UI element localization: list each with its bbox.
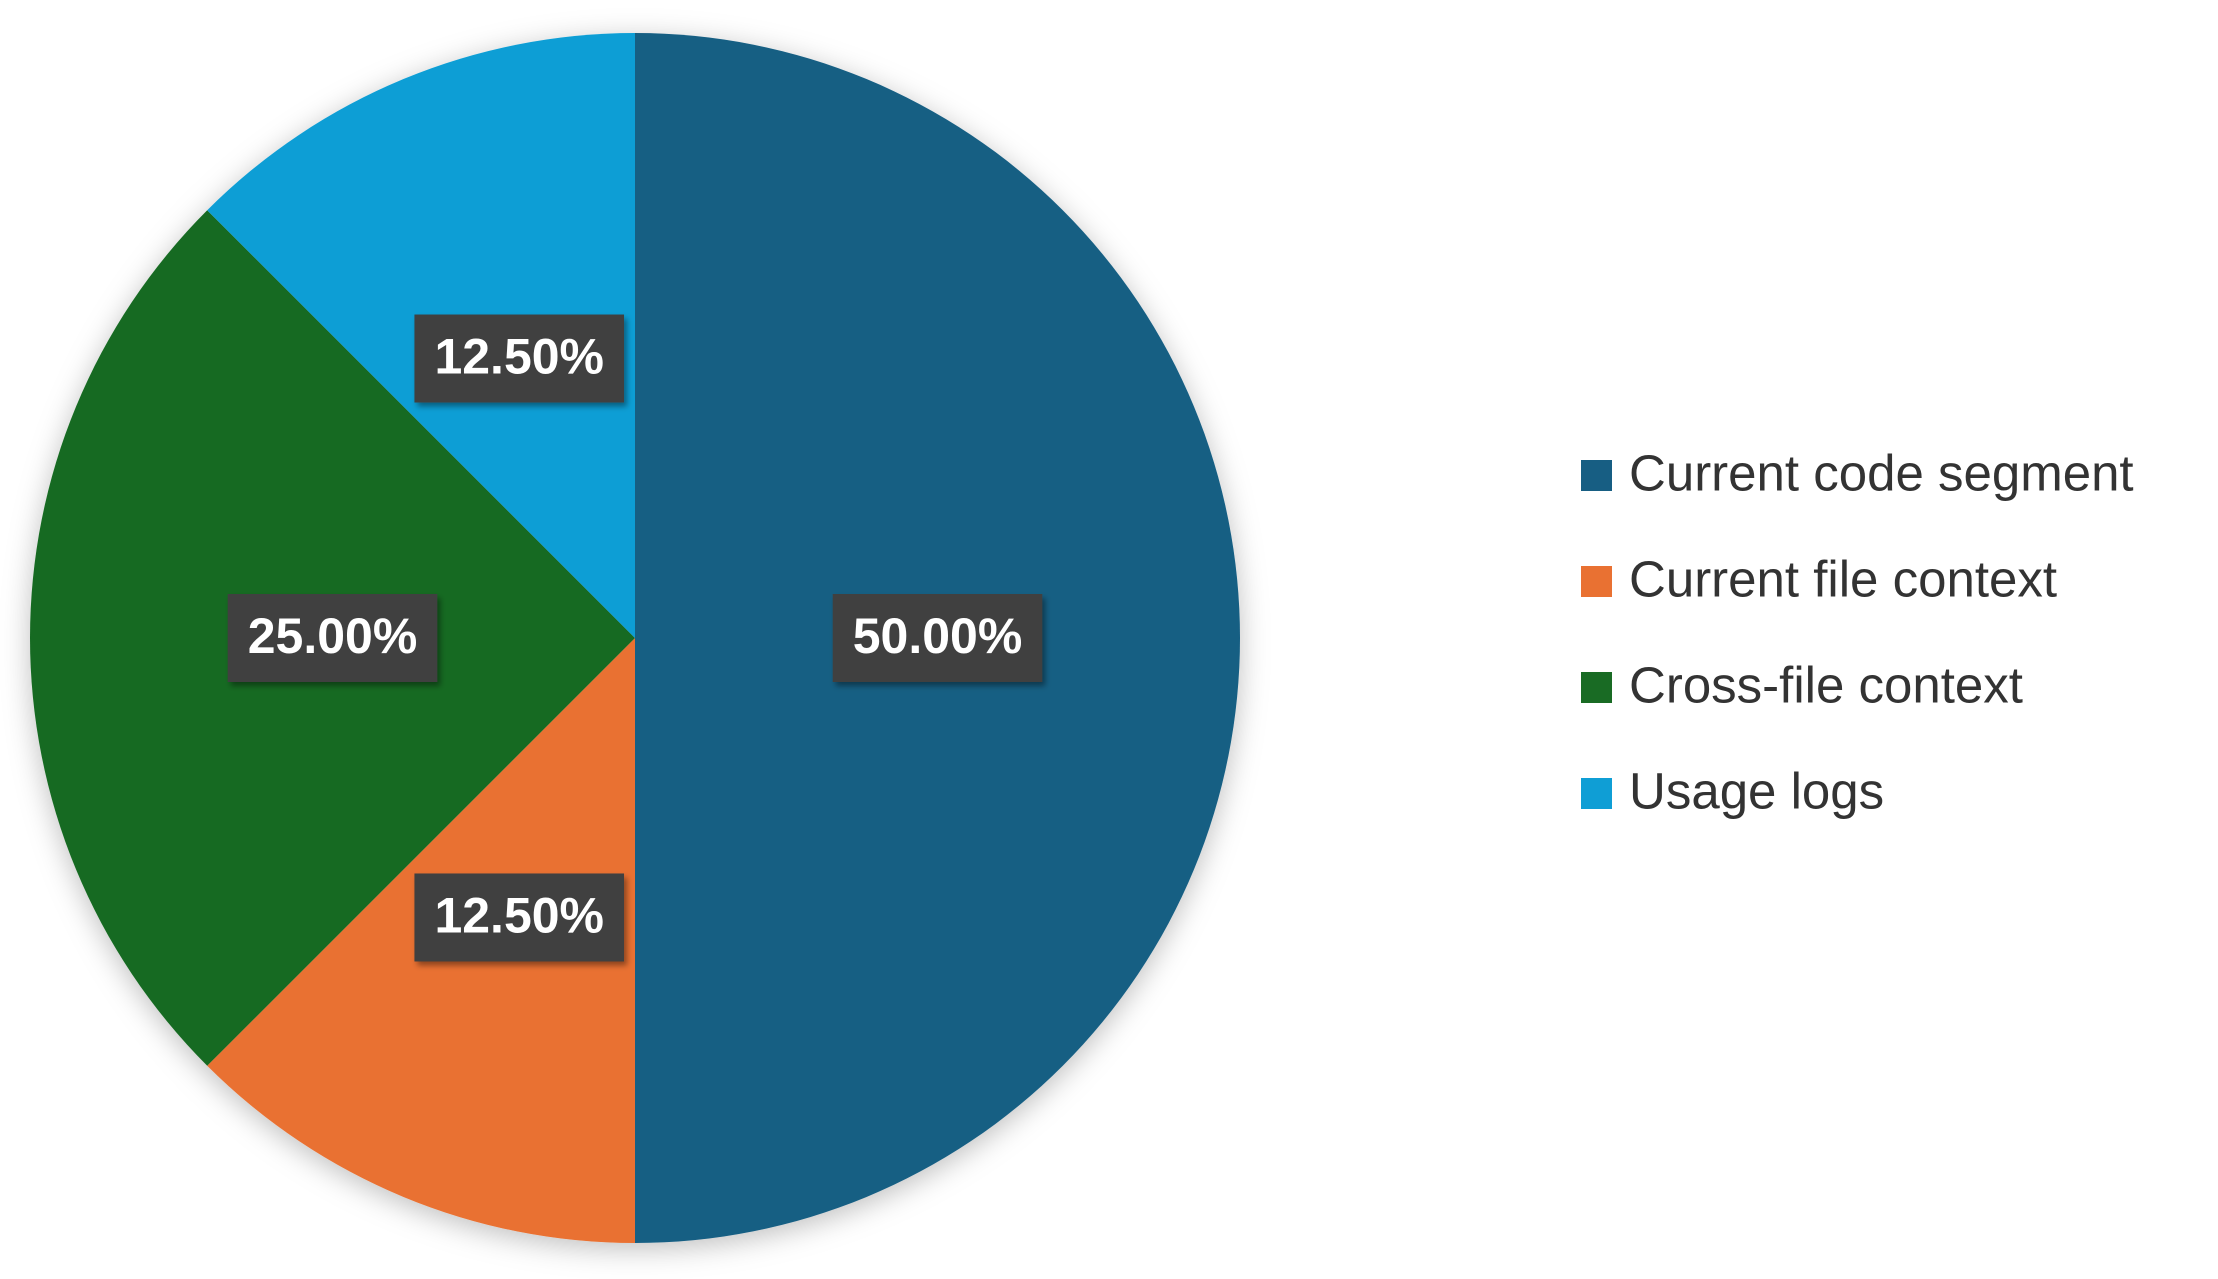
- legend-swatch: [1581, 672, 1612, 703]
- data-label: 50.00%: [832, 594, 1043, 682]
- legend-label: Usage logs: [1629, 762, 1884, 819]
- data-label-box: [414, 314, 625, 403]
- data-label: 12.50%: [414, 314, 625, 403]
- legend-label: Cross-file context: [1629, 656, 2023, 713]
- data-labels: 50.00% 12.50% 25.00% 12.50%: [227, 314, 1043, 962]
- data-label-box: [227, 594, 438, 682]
- legend-swatch: [1581, 566, 1612, 597]
- data-label-box: [414, 873, 625, 962]
- data-label: 12.50%: [414, 873, 625, 962]
- data-label-text: 25.00%: [248, 608, 418, 664]
- data-label-box: [832, 594, 1043, 682]
- legend-label: Current code segment: [1629, 444, 2134, 501]
- legend-label: Current file context: [1629, 550, 2057, 607]
- legend: Current code segment Current file context…: [1581, 444, 2134, 819]
- legend-swatch: [1581, 460, 1612, 491]
- data-label-text: 12.50%: [434, 888, 604, 944]
- legend-swatch: [1581, 778, 1612, 809]
- data-label-text: 50.00%: [853, 608, 1023, 664]
- data-label: 25.00%: [227, 594, 438, 682]
- pie: [30, 33, 1240, 1243]
- data-label-text: 12.50%: [434, 329, 604, 385]
